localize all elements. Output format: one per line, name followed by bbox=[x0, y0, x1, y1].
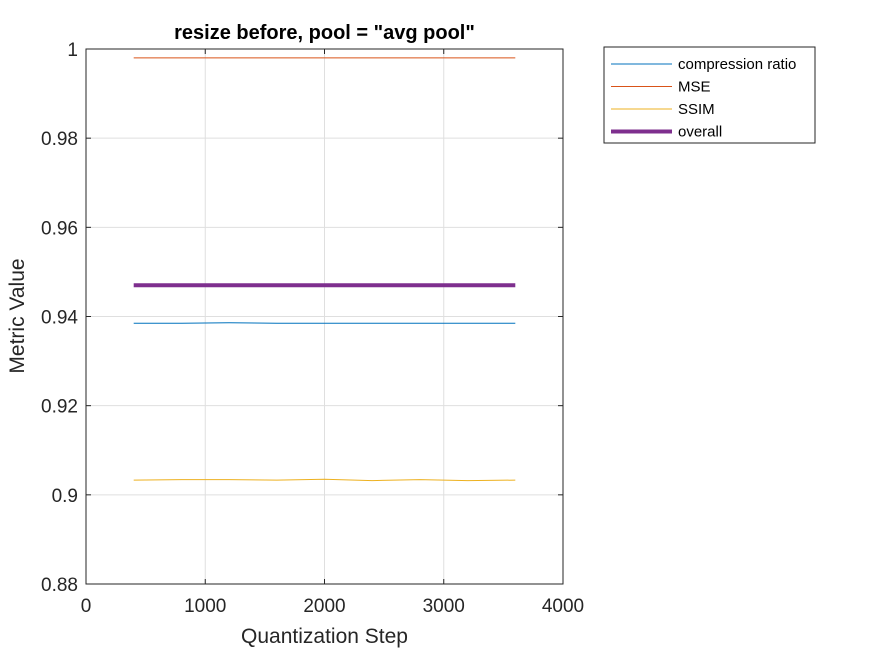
y-axis-label: Metric Value bbox=[6, 258, 29, 373]
y-tick-label: 0.88 bbox=[41, 575, 78, 596]
legend-label-compression-ratio: compression ratio bbox=[678, 56, 796, 73]
y-tick-label: 0.98 bbox=[41, 129, 78, 150]
legend-box bbox=[603, 46, 816, 144]
y-tick-label: 0.96 bbox=[41, 218, 78, 239]
x-tick-label: 2000 bbox=[303, 596, 345, 617]
x-tick-label: 4000 bbox=[542, 596, 584, 617]
legend-label-mse: MSE bbox=[678, 79, 711, 96]
legend-label-ssim: SSIM bbox=[678, 101, 715, 118]
legend: compression ratio MSE SSIM overall bbox=[603, 46, 816, 144]
series-line-ssim bbox=[133, 478, 516, 482]
chart-title: resize before, pool = "avg pool" bbox=[174, 22, 475, 44]
x-tick-label: 0 bbox=[81, 596, 92, 617]
y-tick-label: 1 bbox=[67, 40, 78, 61]
y-tick-label: 0.92 bbox=[41, 397, 78, 418]
y-tick-label: 0.94 bbox=[41, 308, 78, 329]
x-axis-label: Quantization Step bbox=[241, 625, 408, 648]
x-tick-label: 3000 bbox=[423, 596, 465, 617]
x-tick-label: 1000 bbox=[184, 596, 226, 617]
y-tick-label: 0.9 bbox=[52, 486, 78, 507]
legend-label-overall: overall bbox=[678, 124, 722, 141]
